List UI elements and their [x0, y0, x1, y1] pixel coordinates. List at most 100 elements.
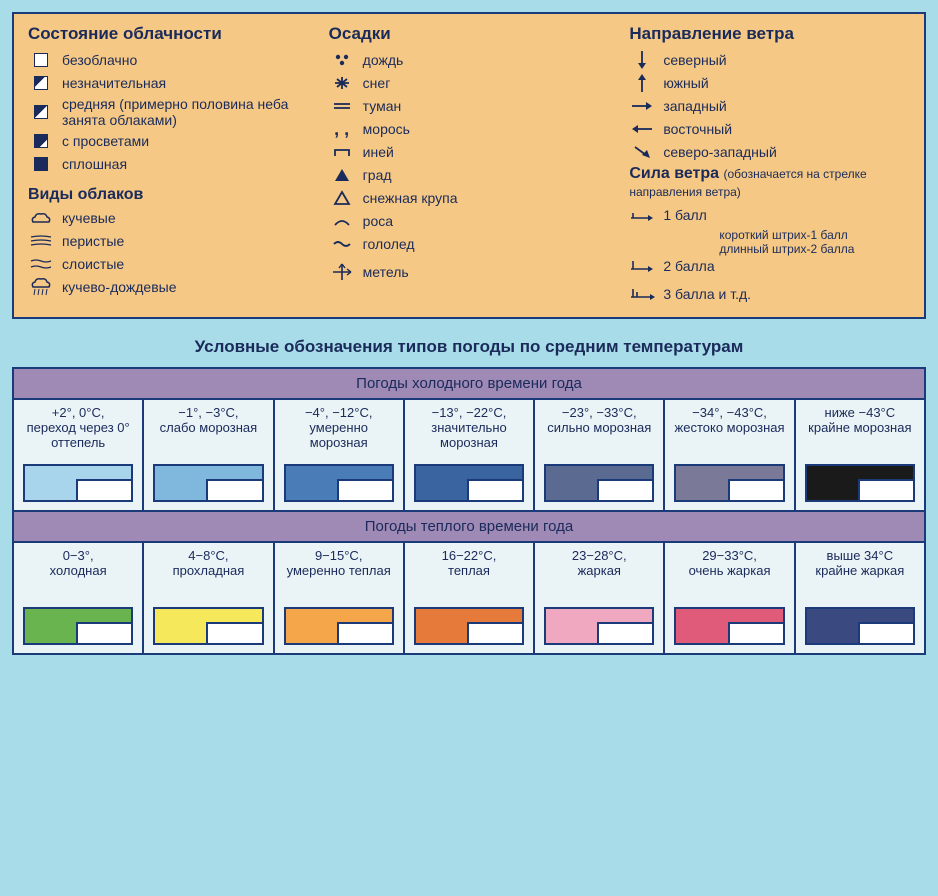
cloud-type-label: перистые — [62, 233, 124, 249]
warm-season-header: Погоды теплого времени года — [14, 512, 924, 543]
stratus-icon — [28, 254, 54, 274]
cloudiness-item: с просветами — [28, 131, 309, 151]
precip-item: снег — [329, 73, 610, 93]
arrow-west-icon — [629, 96, 655, 116]
temperature-cell: −4°, −12°C,умеренно морозная — [275, 400, 405, 510]
temperature-cell-text: 29−33°C,очень жаркая — [668, 547, 790, 603]
wind-dir-item: северо-западный — [629, 142, 910, 162]
precip-label: дождь — [363, 52, 404, 68]
temperature-cell-text: +2°, 0°C,переход через 0° оттепель — [17, 404, 139, 460]
fog-icon — [329, 96, 355, 116]
sq-partial-icon — [28, 73, 54, 93]
wind-dir-title: Направление ветра — [629, 24, 910, 44]
temperature-swatch — [414, 607, 524, 645]
wind-force-label: 1 балл — [663, 207, 707, 223]
arrow-northwest-icon — [629, 142, 655, 162]
cloudiness-item: сплошная — [28, 154, 309, 174]
wind-force-item: 2 балла — [629, 256, 910, 276]
precip-label: снежная крупа — [363, 190, 458, 206]
force-1-icon — [629, 205, 655, 225]
cloudiness-list: безоблачно незначительная средняя (приме… — [28, 50, 309, 174]
temperature-cell-text: 16−22°C,теплая — [408, 547, 530, 603]
temperature-cell-text: 9−15°C,умеренно теплая — [278, 547, 400, 603]
precip-label: снег — [363, 75, 391, 91]
temperature-cell: 9−15°C,умеренно теплая — [275, 543, 405, 653]
temperature-swatch — [153, 607, 263, 645]
hail-icon — [329, 165, 355, 185]
glaze-icon — [329, 234, 355, 254]
precip-item: туман — [329, 96, 610, 116]
cold-season-row: +2°, 0°C,переход через 0° оттепель−1°, −… — [14, 400, 924, 510]
cloudiness-label: незначительная — [62, 75, 166, 91]
temperature-swatch — [805, 607, 915, 645]
temperature-swatch — [23, 607, 133, 645]
temperature-swatch — [674, 607, 784, 645]
chart-title: Условные обозначения типов погоды по сре… — [12, 337, 926, 357]
temperature-cell-text: −23°, −33°C,сильно морозная — [538, 404, 660, 460]
arrow-east-icon — [629, 119, 655, 139]
wind-force-subnote2: длинный штрих-2 балла — [719, 242, 910, 256]
cloudiness-label: с просветами — [62, 133, 149, 149]
wind-dir-item: южный — [629, 73, 910, 93]
temperature-cell-text: 23−28°C,жаркая — [538, 547, 660, 603]
precip-label: роса — [363, 213, 393, 229]
precip-label: иней — [363, 144, 394, 160]
blizzard-icon — [329, 262, 355, 282]
temperature-swatch — [544, 607, 654, 645]
precip-label: туман — [363, 98, 402, 114]
cloud-type-label: кучевые — [62, 210, 116, 226]
temperature-cell-text: −1°, −3°C,слабо морозная — [147, 404, 269, 460]
force-2-icon — [629, 256, 655, 276]
temperature-cell: 16−22°C,теплая — [405, 543, 535, 653]
cloudiness-item: незначительная — [28, 73, 309, 93]
col-cloudiness: Состояние облачности безоблачно незначит… — [28, 24, 309, 307]
sq-more-icon — [28, 131, 54, 151]
cloud-type-item: кучево-дождевые — [28, 277, 309, 297]
temperature-legend-panel: Погоды холодного времени года +2°, 0°C,п… — [12, 367, 926, 655]
cold-season-header: Погоды холодного времени года — [14, 369, 924, 400]
wind-force-label: 3 балла и т.д. — [663, 286, 751, 302]
temperature-cell: −1°, −3°C,слабо морозная — [144, 400, 274, 510]
temperature-cell-text: ниже −43°Cкрайне морозная — [799, 404, 921, 460]
temperature-cell: −13°, −22°C,значительно морозная — [405, 400, 535, 510]
temperature-cell-text: 4−8°C,прохладная — [147, 547, 269, 603]
graupel-icon — [329, 188, 355, 208]
col-precipitation: Осадки дождь снег туман , , морось иней … — [329, 24, 610, 307]
arrow-north-icon — [629, 50, 655, 70]
arrow-south-icon — [629, 73, 655, 93]
temperature-swatch — [805, 464, 915, 502]
wind-force-item: 1 балл — [629, 205, 910, 225]
temperature-swatch — [414, 464, 524, 502]
wind-force-title: Сила ветра — [629, 165, 719, 182]
cloudiness-label: средняя (примерно половина неба занята о… — [62, 96, 309, 128]
cirrus-icon — [28, 231, 54, 251]
temperature-cell: 4−8°C,прохладная — [144, 543, 274, 653]
drizzle-icon: , , — [329, 119, 355, 139]
temperature-swatch — [674, 464, 784, 502]
wind-dir-label: южный — [663, 75, 708, 91]
sq-full-icon — [28, 154, 54, 174]
cumulus-icon — [28, 208, 54, 228]
wind-dir-item: западный — [629, 96, 910, 116]
cloudiness-item: средняя (примерно половина неба занята о… — [28, 96, 309, 128]
cloudiness-title: Состояние облачности — [28, 24, 309, 44]
wind-dir-label: восточный — [663, 121, 732, 137]
precip-item: иней — [329, 142, 610, 162]
precip-label: град — [363, 167, 392, 183]
temperature-swatch — [23, 464, 133, 502]
precip-item: снежная крупа — [329, 188, 610, 208]
snow-icon — [329, 73, 355, 93]
wind-force-item: 3 балла и т.д. — [629, 284, 910, 304]
temperature-cell: −23°, −33°C,сильно морозная — [535, 400, 665, 510]
temperature-swatch — [284, 607, 394, 645]
cloud-type-label: кучево-дождевые — [62, 279, 177, 295]
temperature-cell: 0−3°,холодная — [14, 543, 144, 653]
sq-clear-icon — [28, 50, 54, 70]
precip-label: гололед — [363, 236, 415, 252]
temperature-cell: +2°, 0°C,переход через 0° оттепель — [14, 400, 144, 510]
cloud-type-item: перистые — [28, 231, 309, 251]
precip-item: дождь — [329, 50, 610, 70]
dew-icon — [329, 211, 355, 231]
temperature-swatch — [284, 464, 394, 502]
precip-label: морось — [363, 121, 410, 137]
